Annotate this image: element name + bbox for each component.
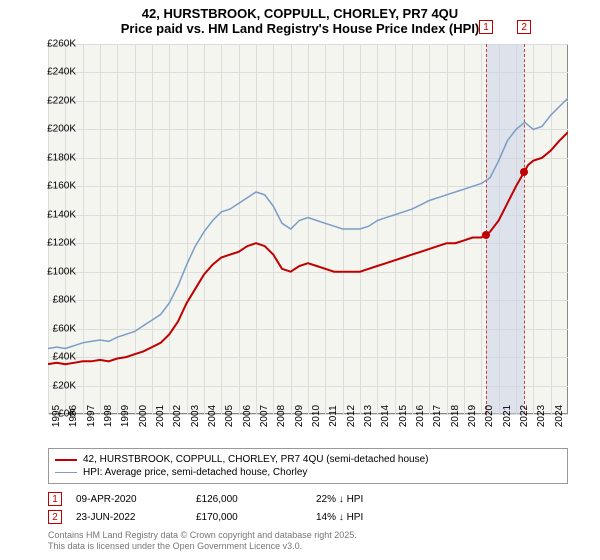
x-tick-label: 2014 [380,405,391,427]
event-box-0: 1 [48,492,62,506]
x-tick-label: 1999 [120,405,131,427]
x-tick-label: 2023 [536,405,547,427]
legend-row-0: 42, HURSTBROOK, COPPULL, CHORLEY, PR7 4Q… [55,453,561,466]
x-tick-label: 2024 [554,405,565,427]
legend-label-0: 42, HURSTBROOK, COPPULL, CHORLEY, PR7 4Q… [83,454,429,465]
x-tick-label: 2004 [207,405,218,427]
y-tick-label: £140K [47,209,76,220]
y-tick-label: £20K [53,380,76,391]
y-tick-label: £0K [58,409,76,420]
x-tick-label: 2018 [450,405,461,427]
series-line [48,98,568,348]
title-line-2: Price paid vs. HM Land Registry's House … [0,21,600,36]
x-tick-label: 2017 [432,405,443,427]
event-row-0: 1 09-APR-2020 £126,000 22% ↓ HPI [48,490,568,508]
x-tick-label: 2009 [294,405,305,427]
x-tick-label: 2013 [363,405,374,427]
footnote-line-1: Contains HM Land Registry data © Crown c… [48,530,568,541]
price-marker [520,168,528,176]
x-tick-label: 2022 [519,405,530,427]
line-layer [48,44,568,414]
event-price-1: £170,000 [196,512,316,523]
y-tick-label: £60K [53,323,76,334]
y-tick-label: £120K [47,238,76,249]
y-tick-label: £180K [47,152,76,163]
y-tick-label: £200K [47,124,76,135]
footnote: Contains HM Land Registry data © Crown c… [48,530,568,552]
x-tick-label: 1997 [86,405,97,427]
chart-container: 42, HURSTBROOK, COPPULL, CHORLEY, PR7 4Q… [0,0,600,560]
x-tick-label: 2003 [190,405,201,427]
price-marker [482,231,490,239]
events-table: 1 09-APR-2020 £126,000 22% ↓ HPI 2 23-JU… [48,490,568,526]
footnote-line-2: This data is licensed under the Open Gov… [48,541,568,552]
event-price-0: £126,000 [196,494,316,505]
legend-swatch-1 [55,472,77,473]
legend-label-1: HPI: Average price, semi-detached house,… [83,467,307,478]
x-tick-label: 2016 [415,405,426,427]
y-tick-label: £260K [47,39,76,50]
x-tick-label: 2005 [224,405,235,427]
series-line [48,132,568,364]
legend-swatch-0 [55,459,77,461]
legend: 42, HURSTBROOK, COPPULL, CHORLEY, PR7 4Q… [48,448,568,484]
x-tick-label: 2001 [155,405,166,427]
event-delta-0: 22% ↓ HPI [316,494,516,505]
title-block: 42, HURSTBROOK, COPPULL, CHORLEY, PR7 4Q… [0,0,600,36]
event-date-0: 09-APR-2020 [76,494,196,505]
y-tick-label: £160K [47,181,76,192]
event-flag: 2 [517,20,531,34]
x-tick-label: 2002 [172,405,183,427]
x-tick-label: 2012 [346,405,357,427]
y-tick-label: £100K [47,266,76,277]
x-tick-label: 2008 [276,405,287,427]
title-line-1: 42, HURSTBROOK, COPPULL, CHORLEY, PR7 4Q… [0,6,600,21]
y-tick-label: £80K [53,295,76,306]
x-tick-label: 2007 [259,405,270,427]
x-tick-label: 2019 [467,405,478,427]
y-tick-label: £40K [53,352,76,363]
x-tick-label: 2021 [502,405,513,427]
x-tick-label: 2010 [311,405,322,427]
event-delta-1: 14% ↓ HPI [316,512,516,523]
legend-row-1: HPI: Average price, semi-detached house,… [55,466,561,479]
y-tick-label: £240K [47,67,76,78]
event-flag: 1 [479,20,493,34]
x-tick-label: 2011 [328,405,339,427]
x-tick-label: 2000 [138,405,149,427]
x-tick-label: 2006 [242,405,253,427]
event-row-1: 2 23-JUN-2022 £170,000 14% ↓ HPI [48,508,568,526]
chart-area: 12 1995199619971998199920002001200220032… [48,44,568,414]
x-tick-label: 1998 [103,405,114,427]
event-box-1: 2 [48,510,62,524]
x-tick-label: 2020 [484,405,495,427]
y-tick-label: £220K [47,95,76,106]
x-tick-label: 2015 [398,405,409,427]
event-date-1: 23-JUN-2022 [76,512,196,523]
